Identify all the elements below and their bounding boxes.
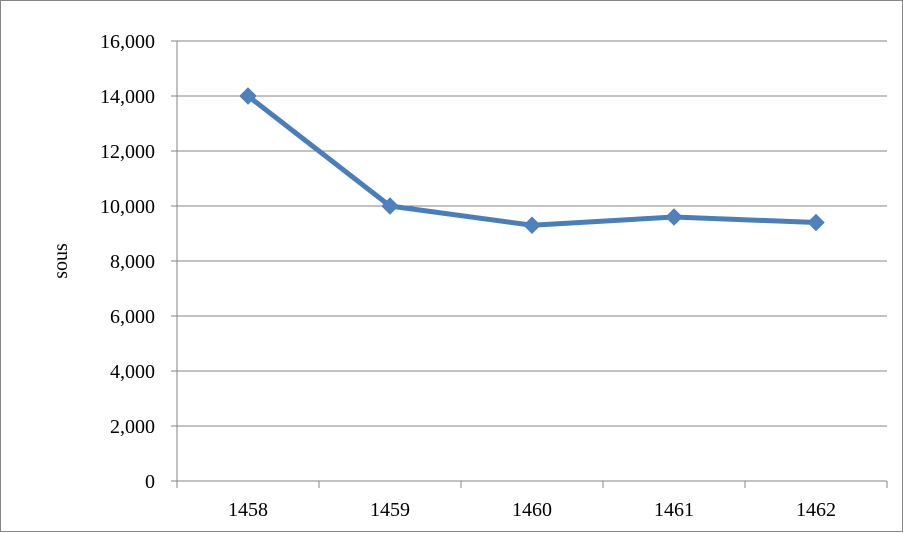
y-tick-label: 8,000 xyxy=(110,251,155,273)
y-axis-title: sous xyxy=(50,243,72,279)
y-tick-label: 6,000 xyxy=(110,306,155,328)
y-tick-label: 12,000 xyxy=(100,141,155,163)
series xyxy=(239,87,825,234)
data-point-marker xyxy=(807,213,825,232)
axes xyxy=(171,40,888,488)
x-tick-label: 1460 xyxy=(512,499,552,521)
y-tick-label: 10,000 xyxy=(100,196,155,218)
data-point-marker xyxy=(381,197,399,215)
y-tick-label: 14,000 xyxy=(100,86,155,108)
y-tick-label: 4,000 xyxy=(110,361,155,383)
gridlines xyxy=(177,40,887,427)
y-tick-labels: 0 2,000 4,000 6,000 8,000 10,000 12,000 14,000 1… xyxy=(100,31,155,493)
data-point-marker xyxy=(665,208,683,226)
data-point-marker xyxy=(523,216,541,234)
y-tick-label: 2,000 xyxy=(110,416,155,438)
y-tick-label: 0 xyxy=(145,471,155,493)
x-tick-labels: 1458 1459 1460 1461 1462 xyxy=(228,499,836,521)
x-tick-label: 1458 xyxy=(228,499,268,521)
x-tick-label: 1462 xyxy=(796,499,836,521)
data-point-marker xyxy=(239,87,257,105)
x-tick-label: 1459 xyxy=(370,499,410,521)
x-tick-label: 1461 xyxy=(654,499,694,521)
y-tick-label: 16,000 xyxy=(100,31,155,53)
